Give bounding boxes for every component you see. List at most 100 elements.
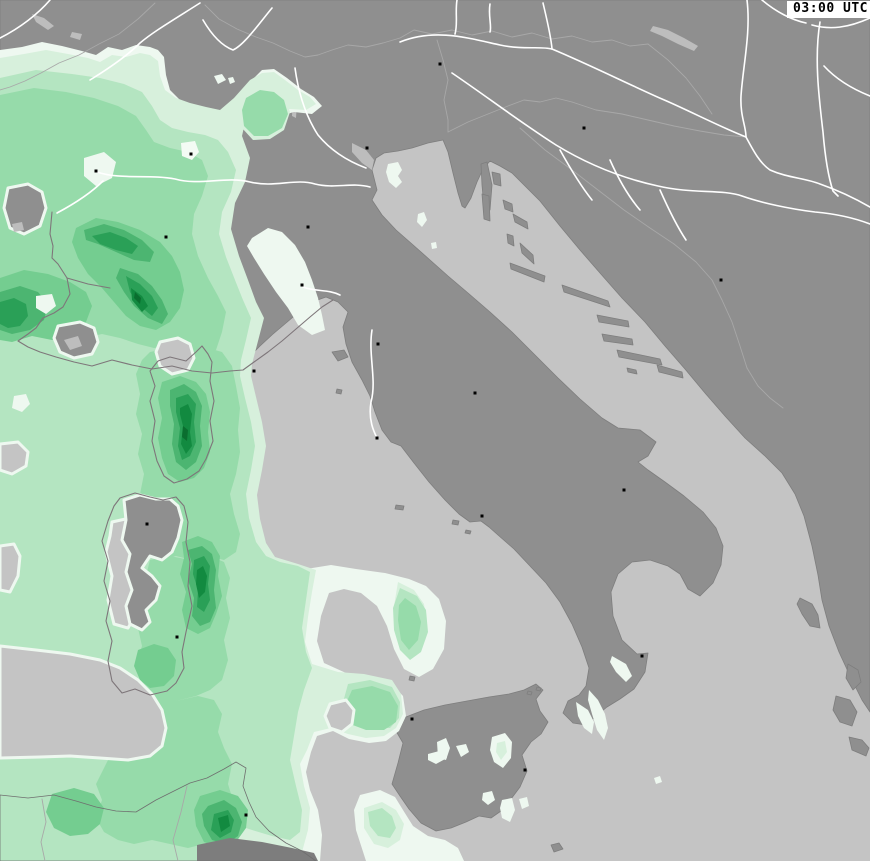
river-top-right-3 bbox=[823, 65, 870, 97]
island bbox=[601, 333, 634, 346]
precip-carve bbox=[181, 141, 199, 160]
city-dot bbox=[252, 369, 256, 373]
precip-level-8 bbox=[134, 292, 188, 441]
precip-blob bbox=[456, 744, 469, 757]
river-rhine bbox=[202, 7, 273, 51]
precip-blob bbox=[46, 788, 104, 836]
city-dot bbox=[306, 225, 310, 229]
river-bosnia-3 bbox=[659, 189, 687, 241]
precip-blob bbox=[242, 90, 288, 136]
ionian-islands bbox=[796, 597, 870, 757]
precip-blob bbox=[214, 74, 226, 84]
precip-carve bbox=[36, 294, 56, 314]
precip-blob bbox=[398, 598, 421, 650]
river-alpine-rhone bbox=[89, 2, 201, 81]
border bbox=[571, 101, 747, 138]
city-dot bbox=[145, 522, 149, 526]
island bbox=[451, 519, 460, 526]
island bbox=[845, 663, 862, 691]
rivers bbox=[0, 0, 870, 439]
river-sava bbox=[451, 72, 870, 225]
city-dot bbox=[175, 635, 179, 639]
river-top-right-2 bbox=[811, 17, 870, 29]
city-dot bbox=[244, 813, 248, 817]
river-tisza bbox=[816, 21, 839, 197]
river-aare bbox=[0, 0, 51, 39]
precip-blob bbox=[228, 77, 235, 84]
timestamp-label: 03:00 UTC bbox=[787, 1, 870, 18]
dry-hole bbox=[0, 440, 30, 476]
dry-hole bbox=[154, 336, 196, 376]
city-dot bbox=[622, 488, 626, 492]
city-dot bbox=[480, 514, 484, 518]
city-dot bbox=[375, 436, 379, 440]
island bbox=[509, 262, 546, 283]
river-po bbox=[96, 171, 371, 188]
land-sicily bbox=[391, 683, 549, 832]
river-adige bbox=[294, 67, 367, 169]
adriatic-islands bbox=[480, 161, 684, 379]
lagoon bbox=[12, 222, 24, 232]
precip-blob bbox=[344, 686, 398, 730]
city-dot bbox=[410, 717, 414, 721]
precip-blob bbox=[92, 232, 138, 254]
river-top-right-1 bbox=[761, 0, 807, 24]
border bbox=[519, 127, 675, 245]
venice-lagoon bbox=[352, 143, 374, 170]
city-dot bbox=[582, 126, 586, 130]
precip-blob bbox=[428, 750, 447, 764]
precip-blob bbox=[417, 212, 427, 227]
city-dot bbox=[719, 278, 723, 282]
island bbox=[519, 242, 535, 265]
coastlines bbox=[0, 211, 334, 861]
precip-blob bbox=[368, 808, 396, 838]
dry-hole bbox=[2, 182, 48, 236]
dry-holes-land bbox=[2, 182, 184, 632]
island bbox=[526, 690, 533, 696]
river-danube-upper bbox=[740, 0, 749, 138]
island bbox=[502, 199, 514, 213]
island bbox=[491, 171, 502, 187]
precip-blob bbox=[610, 656, 632, 682]
precip-blob bbox=[496, 741, 507, 760]
precip-carveouts bbox=[12, 141, 199, 412]
precip-blob bbox=[247, 228, 325, 335]
city-dot bbox=[189, 152, 193, 156]
river-arno bbox=[302, 286, 341, 296]
precip-blob bbox=[182, 426, 188, 441]
island bbox=[535, 686, 542, 692]
precip-blob bbox=[386, 162, 402, 188]
lake-lucerne bbox=[70, 32, 82, 40]
precip-blob bbox=[500, 798, 515, 822]
dry-hole-lagoons bbox=[12, 222, 82, 350]
island bbox=[512, 213, 529, 230]
borders bbox=[0, 2, 784, 861]
island bbox=[335, 388, 343, 395]
border bbox=[436, 39, 449, 133]
island bbox=[506, 233, 515, 247]
border bbox=[204, 4, 649, 58]
border bbox=[40, 798, 47, 861]
island bbox=[656, 364, 684, 379]
island bbox=[394, 504, 405, 511]
river-tiber bbox=[369, 329, 378, 439]
precip-carve bbox=[84, 152, 116, 186]
precip-blob bbox=[519, 797, 529, 809]
island bbox=[616, 349, 663, 366]
precip-blob bbox=[654, 776, 662, 784]
river-drava bbox=[399, 34, 553, 50]
precip-blob bbox=[218, 815, 230, 832]
island bbox=[481, 193, 491, 222]
island bbox=[331, 349, 349, 362]
french-riviera-coastline bbox=[17, 211, 334, 374]
precip-blob bbox=[196, 566, 207, 598]
precip-blob bbox=[134, 292, 141, 304]
city-dots bbox=[94, 62, 723, 817]
river-bosnia-1 bbox=[559, 149, 593, 201]
provence-border-line bbox=[66, 277, 111, 289]
river-bosnia-2 bbox=[609, 159, 641, 211]
small-islands bbox=[331, 349, 564, 853]
border bbox=[447, 97, 573, 133]
border bbox=[746, 367, 784, 409]
